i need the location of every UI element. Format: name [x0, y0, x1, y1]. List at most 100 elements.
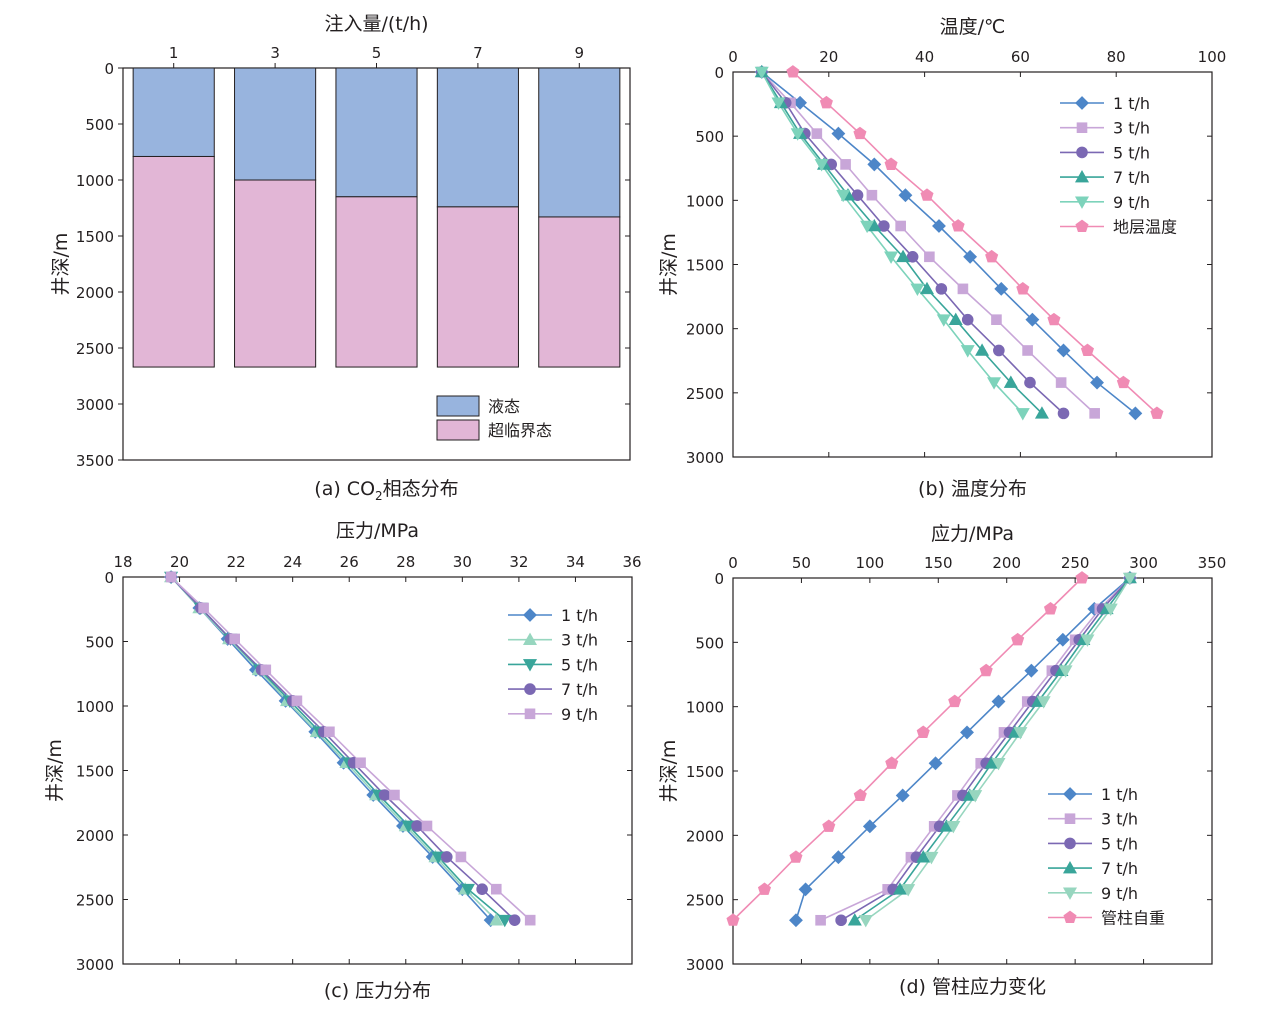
bar-supercritical-9 [538, 216, 621, 368]
y-tick-label: 0 [104, 60, 114, 78]
data-point [960, 725, 974, 740]
data-point [836, 189, 851, 203]
legend-label: 9 t/h [1113, 193, 1150, 212]
data-point [786, 65, 800, 78]
data-point [198, 602, 209, 614]
y-tick-label: 0 [104, 569, 114, 587]
data-point [993, 344, 1005, 357]
data-point [291, 695, 303, 707]
data-point [895, 788, 910, 803]
series-line [761, 71, 1024, 414]
legend-label: 3 t/h [561, 631, 598, 650]
series-line [732, 577, 1083, 921]
data-point [858, 914, 873, 928]
data-point [991, 757, 1006, 771]
data-point [951, 219, 965, 232]
y-tick-label: 2000 [686, 827, 724, 845]
x-tick-label: 40 [915, 48, 934, 66]
data-point [901, 884, 916, 897]
data-point [1080, 634, 1095, 647]
legend-marker [1075, 219, 1089, 233]
data-point [862, 819, 877, 834]
data-point [1103, 603, 1118, 616]
data-point [1047, 312, 1061, 326]
y-tick-label: 1500 [76, 228, 114, 246]
legend-label: 1 t/h [1101, 785, 1138, 804]
data-point [928, 756, 943, 771]
y-tick-label: 3000 [76, 396, 114, 414]
data-point [1089, 408, 1100, 419]
data-point [884, 157, 898, 170]
data-point [835, 914, 847, 927]
x-tick-label: 250 [1061, 554, 1090, 572]
data-point [757, 882, 772, 895]
data-point [460, 883, 476, 897]
data-point [524, 914, 536, 926]
y-tick-label: 1500 [686, 257, 724, 275]
series-line [761, 71, 1096, 414]
y-tick-label: 2500 [686, 385, 724, 403]
data-point [979, 663, 993, 677]
data-point [1034, 406, 1049, 419]
caption-subscript: 2 [375, 489, 383, 503]
panel-a-co2-phase-chart: 1 3 5 7 9 0 500 1000 1500 2000 2500 3000 3500 注入量/(t/… [50, 13, 631, 503]
bar-liquid-3 [234, 67, 317, 181]
x-tick-label: 50 [792, 554, 811, 572]
data-point [1015, 408, 1030, 421]
y-tick-label: 2000 [76, 827, 114, 845]
x-tick-label: 36 [622, 553, 641, 571]
series-line [761, 71, 1043, 414]
legend-label: 管柱自重 [1101, 909, 1165, 928]
x-tick-label: 200 [992, 554, 1021, 572]
series-line [170, 576, 516, 921]
y-tick-label: 2000 [686, 321, 724, 339]
bar-liquid-1 [132, 67, 215, 157]
legend-marker [1062, 887, 1078, 900]
legend-marker [1075, 96, 1089, 110]
data-point [851, 189, 864, 201]
x-axis-title: 注入量/(t/h) [324, 13, 428, 35]
legend-marker [1074, 196, 1090, 209]
x-tick-label: 100 [856, 554, 885, 572]
data-point [1024, 663, 1039, 678]
data-point [355, 757, 366, 769]
y-tick-label: 1000 [686, 192, 724, 210]
data-point [411, 820, 423, 832]
legend-label: 5 t/h [561, 655, 598, 674]
chart-caption: (b) 温度分布 [918, 478, 1027, 500]
data-point [853, 126, 867, 140]
y-tick-label: 1500 [686, 763, 724, 781]
data-point [822, 819, 836, 832]
data-point [961, 313, 974, 326]
data-point [260, 664, 272, 676]
data-point [948, 694, 962, 708]
legend-label: 5 t/h [1101, 834, 1138, 853]
data-point [968, 790, 983, 803]
legend-label: 液态 [488, 397, 520, 416]
y-tick-label: 3500 [76, 452, 114, 470]
data-point [919, 281, 935, 295]
x-tick-label: 300 [1129, 554, 1158, 572]
data-point [789, 850, 803, 863]
legend-label: 5 t/h [1113, 143, 1150, 162]
data-point [840, 159, 851, 170]
y-tick-label: 1000 [686, 699, 724, 717]
y-tick-label: 500 [85, 116, 114, 134]
data-point [985, 249, 999, 263]
data-point [946, 821, 961, 834]
legend-marker [1063, 787, 1077, 801]
legend-marker [524, 708, 536, 720]
data-point [831, 126, 846, 141]
legend-marker [1063, 910, 1077, 924]
data-point [867, 157, 882, 172]
data-point [421, 820, 433, 832]
x-tick-label: 24 [283, 553, 302, 571]
series-line [795, 577, 1131, 921]
data-point [378, 789, 391, 801]
x-tick-label: 22 [227, 553, 246, 571]
bar-supercritical-1 [132, 155, 215, 368]
data-point [884, 251, 899, 264]
data-point [165, 571, 177, 583]
data-point [892, 882, 907, 895]
legend-marker [1074, 169, 1090, 183]
